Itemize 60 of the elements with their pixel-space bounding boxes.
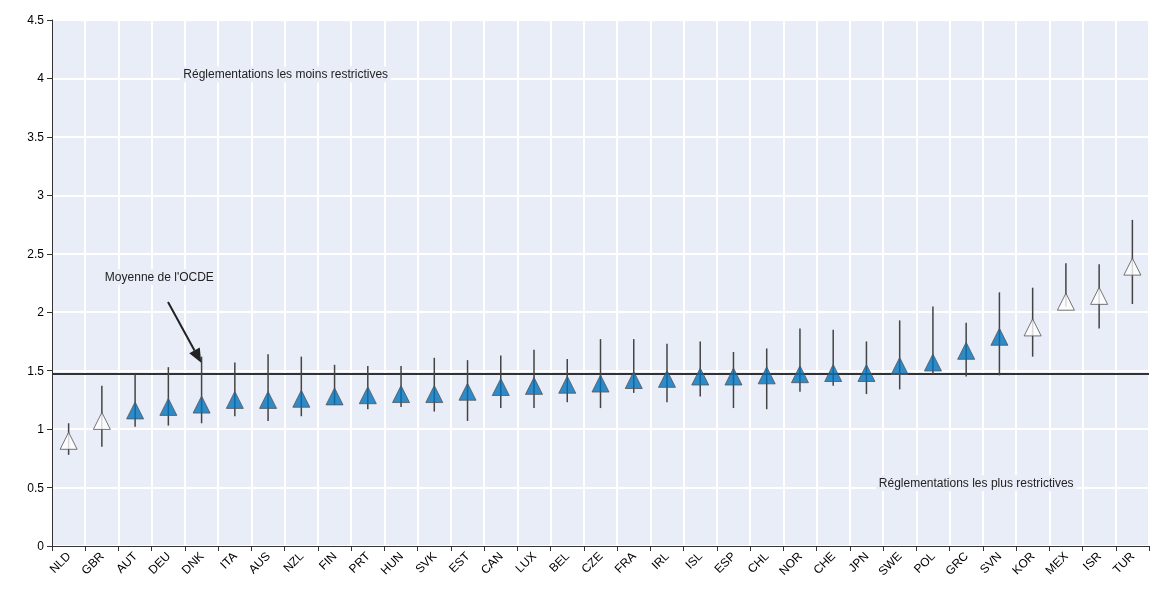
point: [1056, 292, 1075, 311]
y-tick-label: 4.5: [27, 13, 45, 27]
y-tick-label: 1.5: [27, 363, 45, 378]
point: [159, 397, 178, 416]
y-tick-label: 2.5: [27, 246, 45, 261]
point: [624, 371, 643, 390]
x-tick-label: TUR: [1110, 548, 1138, 577]
point: [259, 390, 278, 409]
point: [126, 401, 145, 420]
point: [957, 341, 976, 360]
x-tick-label: JPN: [845, 549, 872, 575]
point: [491, 378, 510, 397]
x-tick-label: CZE: [578, 549, 606, 576]
annotation: Réglementations les plus restrictives: [878, 476, 1074, 491]
point: [757, 366, 776, 385]
point: [59, 431, 78, 450]
x-tick-label: ITA: [217, 549, 240, 572]
x-tick-label: NLD: [46, 548, 74, 576]
point: [990, 327, 1009, 346]
y-tick-label: 3: [37, 188, 45, 203]
point: [657, 369, 676, 388]
point: [325, 387, 344, 406]
point: [525, 376, 544, 395]
point: [1090, 286, 1109, 305]
ref-line-label: Moyenne de l'OCDE: [104, 269, 214, 284]
x-tick-label: POL: [911, 548, 939, 576]
point: [458, 382, 477, 401]
y-tick-label: 0.5: [27, 480, 45, 495]
point: [724, 367, 743, 386]
point: [923, 353, 942, 372]
point: [192, 395, 211, 414]
annotation: Réglementations les moins restrictives: [183, 67, 389, 82]
x-tick-label: ISR: [1080, 548, 1105, 574]
y-tick-label: 4: [37, 71, 45, 86]
point: [292, 389, 311, 408]
x-tick-label: ISL: [682, 548, 706, 572]
y-tick-label: 1: [37, 422, 45, 437]
point: [691, 367, 710, 386]
point: [558, 375, 577, 394]
point: [1023, 318, 1042, 337]
point: [790, 365, 809, 384]
point: [824, 364, 843, 382]
x-tick-label: NZL: [280, 548, 307, 575]
point: [225, 390, 244, 409]
point: [1123, 257, 1142, 276]
y-tick-label: 3.5: [27, 129, 45, 144]
point: [857, 364, 876, 382]
point: [425, 385, 444, 404]
y-tick-label: 0: [37, 539, 45, 553]
x-tick-label: IRL: [648, 548, 673, 573]
x-tick-label: BEL: [546, 548, 573, 575]
point: [92, 411, 111, 430]
x-tick-label: CHL: [744, 548, 772, 576]
x-tick-label: FIN: [315, 549, 340, 573]
point: [591, 374, 610, 393]
point: [358, 386, 377, 405]
point: [890, 356, 909, 375]
y-tick-label: 2: [37, 305, 45, 320]
point: [392, 385, 411, 404]
x-tick-label: FRA: [611, 549, 639, 576]
